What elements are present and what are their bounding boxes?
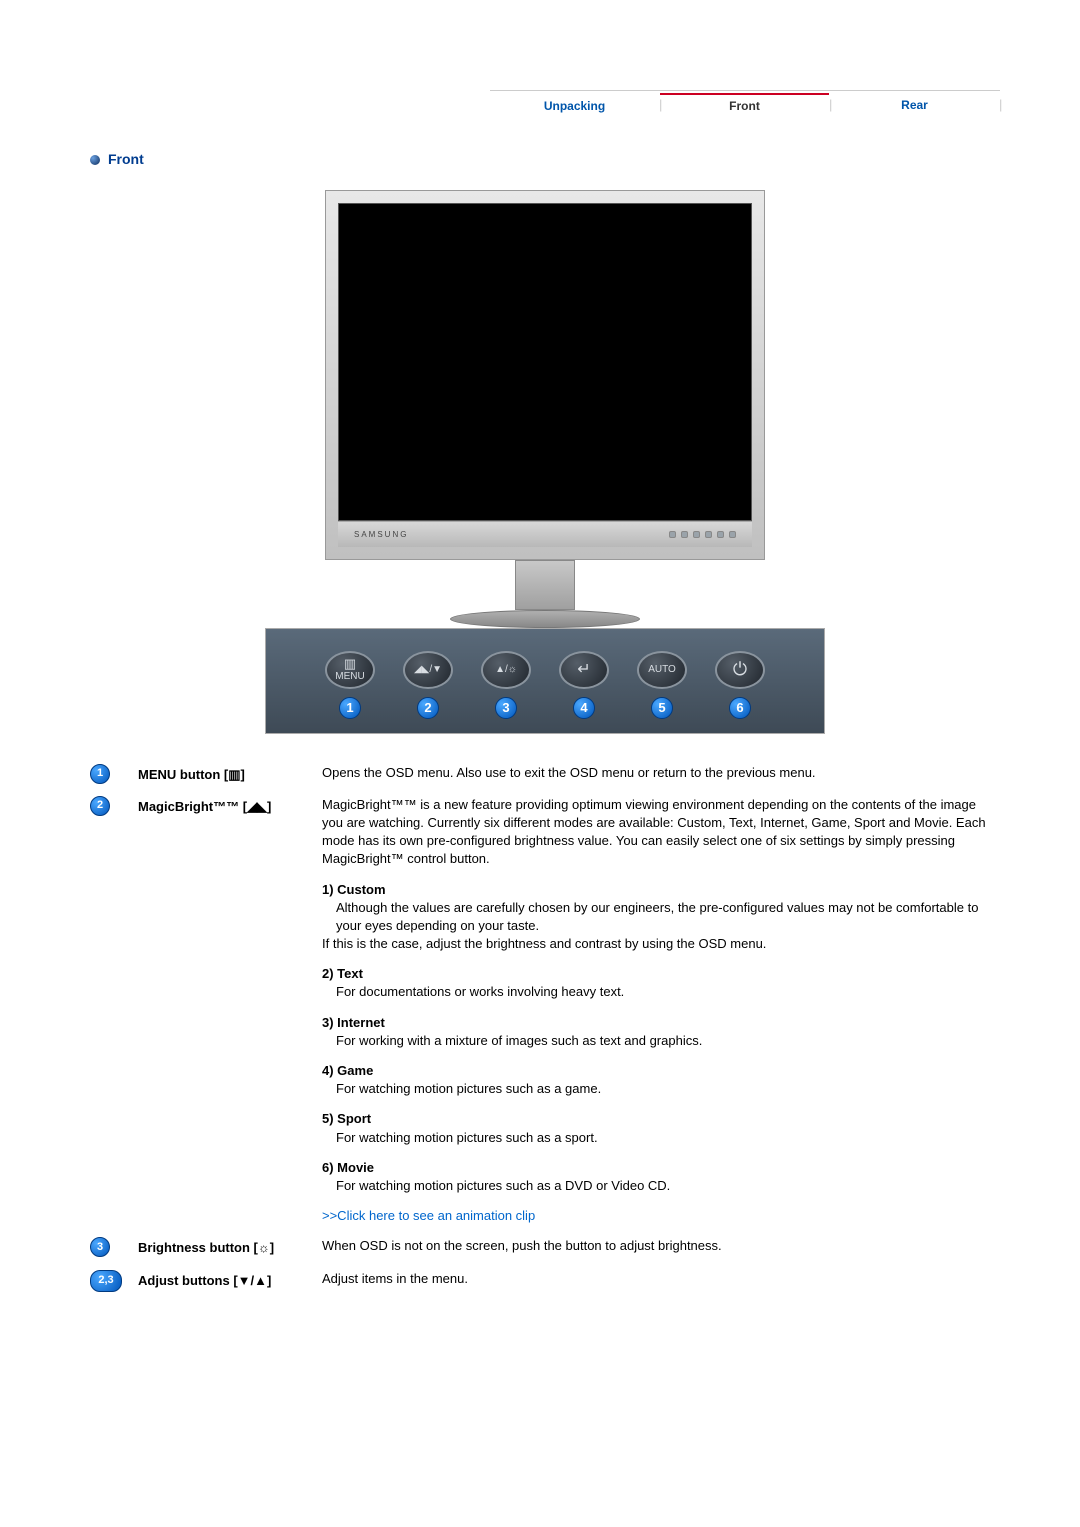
mode-internet-body: For working with a mixture of images suc… — [322, 1032, 1000, 1050]
magicbright-control-icon: ◢◣/▼ — [403, 651, 453, 689]
item-adjust-desc: Adjust items in the menu. — [322, 1270, 1000, 1288]
panel-col-menu: ▥MENU 1 — [325, 651, 375, 719]
panel-num-3: 3 — [495, 697, 517, 719]
brightness-control-icon: ▲/☼ — [481, 651, 531, 689]
mode-text-body: For documentations or works involving he… — [322, 983, 1000, 1001]
monitor-illustration: SAMSUNG ▥MENU 1 ◢◣/▼ 2 ▲/☼ 3 ↵ 4 AUTO — [90, 190, 1000, 734]
top-tabs: Unpacking | Front | Rear | — [490, 90, 1000, 120]
section-title-text: Front — [108, 150, 144, 170]
panel-num-2: 2 — [417, 697, 439, 719]
mode-sport-title: 5) Sport — [322, 1110, 1000, 1128]
animation-link[interactable]: >>Click here to see an animation clip — [322, 1208, 535, 1223]
animation-link-row: >>Click here to see an animation clip — [322, 1207, 1000, 1225]
tab-sep: | — [999, 96, 1000, 114]
mode-custom-body: Although the values are carefully chosen… — [322, 899, 1000, 935]
mode-internet: 3) Internet For working with a mixture o… — [322, 1014, 1000, 1050]
section-title: Front — [90, 150, 1000, 170]
enter-control-icon: ↵ — [559, 651, 609, 689]
item-magicbright-desc: MagicBright™™ is a new feature providing… — [322, 796, 1000, 1226]
mode-game-body: For watching motion pictures such as a g… — [322, 1080, 1000, 1098]
button-panel: ▥MENU 1 ◢◣/▼ 2 ▲/☼ 3 ↵ 4 AUTO 5 ⏻ 6 — [265, 628, 825, 734]
panel-col-auto: AUTO 5 — [637, 651, 687, 719]
panel-btn-label: ▥MENU — [335, 657, 364, 682]
mode-internet-title: 3) Internet — [322, 1014, 1000, 1032]
num-bullet-3: 3 — [90, 1237, 110, 1257]
mode-text: 2) Text For documentations or works invo… — [322, 965, 1000, 1001]
tab-unpacking[interactable]: Unpacking — [490, 96, 659, 115]
monitor-neck — [515, 560, 575, 610]
mode-game-title: 4) Game — [322, 1062, 1000, 1080]
item-adjust-label: Adjust buttons [▼/▲] — [138, 1270, 308, 1290]
item-brightness-label: Brightness button [☼] — [138, 1237, 308, 1257]
item-brightness-desc: When OSD is not on the screen, push the … — [322, 1237, 1000, 1255]
item-menu: 1 MENU button [▥] Opens the OSD menu. Al… — [90, 764, 1000, 784]
item-magicbright: 2 MagicBright™™ [◢◣] MagicBright™™ is a … — [90, 796, 1000, 1226]
item-adjust: 2,3 Adjust buttons [▼/▲] Adjust items in… — [90, 1270, 1000, 1292]
num-bullet-23: 2,3 — [90, 1270, 122, 1292]
mode-sport: 5) Sport For watching motion pictures su… — [322, 1110, 1000, 1146]
tab-front[interactable]: Front — [660, 93, 829, 115]
panel-col-enter: ↵ 4 — [559, 651, 609, 719]
num-bullet-1: 1 — [90, 764, 110, 784]
monitor-screen — [338, 203, 752, 521]
items-list: 1 MENU button [▥] Opens the OSD menu. Al… — [90, 764, 1000, 1292]
mode-custom-body2: If this is the case, adjust the brightne… — [322, 935, 1000, 953]
panel-num-4: 4 — [573, 697, 595, 719]
item-brightness: 3 Brightness button [☼] When OSD is not … — [90, 1237, 1000, 1257]
power-control-icon: ⏻ — [715, 651, 765, 689]
mode-movie: 6) Movie For watching motion pictures su… — [322, 1159, 1000, 1195]
num-bullet-2: 2 — [90, 796, 110, 816]
panel-col-power: ⏻ 6 — [715, 651, 765, 719]
mode-text-title: 2) Text — [322, 965, 1000, 983]
bezel-buttons — [669, 531, 736, 538]
mode-movie-title: 6) Movie — [322, 1159, 1000, 1177]
panel-col-brightness: ▲/☼ 3 — [481, 651, 531, 719]
item-magicbright-label: MagicBright™™ [◢◣] — [138, 796, 308, 816]
monitor-brand: SAMSUNG — [354, 529, 408, 540]
monitor-bezel: SAMSUNG — [338, 521, 752, 547]
panel-num-6: 6 — [729, 697, 751, 719]
item-menu-desc: Opens the OSD menu. Also use to exit the… — [322, 764, 1000, 782]
mode-game: 4) Game For watching motion pictures suc… — [322, 1062, 1000, 1098]
menu-control-icon: ▥MENU — [325, 651, 375, 689]
panel-num-1: 1 — [339, 697, 361, 719]
auto-control-icon: AUTO — [637, 651, 687, 689]
panel-col-magicbright: ◢◣/▼ 2 — [403, 651, 453, 719]
tab-rear[interactable]: Rear — [830, 97, 999, 114]
mode-custom: 1) Custom Although the values are carefu… — [322, 881, 1000, 954]
bullet-icon — [90, 155, 100, 165]
item-menu-label: MENU button [▥] — [138, 764, 308, 784]
magicbright-intro: MagicBright™™ is a new feature providing… — [322, 797, 986, 867]
mode-custom-title: 1) Custom — [322, 881, 1000, 899]
mode-movie-body: For watching motion pictures such as a D… — [322, 1177, 1000, 1195]
panel-num-5: 5 — [651, 697, 673, 719]
monitor-stand — [450, 610, 640, 628]
mode-sport-body: For watching motion pictures such as a s… — [322, 1129, 1000, 1147]
monitor-body: SAMSUNG — [325, 190, 765, 560]
